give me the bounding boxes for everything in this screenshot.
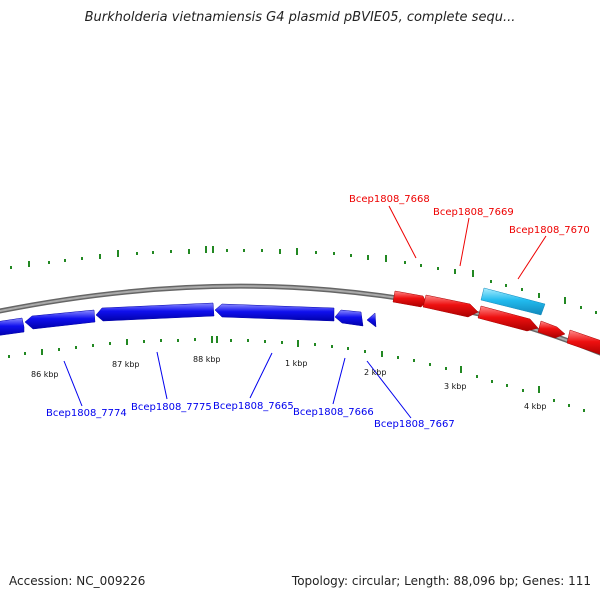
gene-arrow[interactable] bbox=[214, 303, 335, 322]
gene-label[interactable]: Bcep1808_7667 bbox=[374, 419, 455, 430]
gene-label[interactable]: Bcep1808_7666 bbox=[293, 407, 374, 418]
scale-labels: 86 kbp 87 kbp 88 kbp 1 kbp 2 kbp 3 kbp 4… bbox=[31, 355, 546, 411]
map-title: Burkholderia vietnamiensis G4 plasmid pB… bbox=[84, 10, 516, 25]
summary-text: Topology: circular; Length: 88,096 bp; G… bbox=[291, 574, 591, 588]
gene-arrow[interactable] bbox=[422, 294, 479, 318]
reverse-genes bbox=[0, 302, 377, 336]
kbp-label: 86 kbp bbox=[31, 370, 59, 379]
kbp-label: 4 kbp bbox=[524, 402, 546, 411]
gene-label[interactable]: Bcep1808_7665 bbox=[213, 401, 294, 412]
gene-label[interactable]: Bcep1808_7774 bbox=[46, 408, 127, 419]
outer-ticks bbox=[10, 246, 597, 314]
gene-arrow[interactable] bbox=[95, 302, 215, 322]
gene-label[interactable]: Bcep1808_7669 bbox=[433, 207, 514, 218]
kbp-label: 88 kbp bbox=[193, 355, 221, 364]
gene-arrow[interactable] bbox=[477, 305, 539, 332]
reverse-leaders bbox=[63, 351, 412, 419]
kbp-label: 3 kbp bbox=[444, 382, 466, 391]
reverse-labels: Bcep1808_7774 Bcep1808_7775 Bcep1808_766… bbox=[46, 401, 455, 430]
inner-ticks bbox=[8, 336, 585, 412]
accession-text: Accession: NC_009226 bbox=[9, 574, 146, 588]
gene-arrow[interactable] bbox=[0, 317, 25, 336]
gene-label[interactable]: Bcep1808_7668 bbox=[349, 194, 430, 205]
forward-leaders bbox=[388, 205, 547, 280]
gene-arrow[interactable] bbox=[566, 329, 600, 356]
forward-labels: Bcep1808_7668 Bcep1808_7669 Bcep1808_767… bbox=[349, 194, 590, 236]
forward-genes bbox=[392, 287, 600, 356]
gene-arrow[interactable] bbox=[392, 290, 427, 308]
gene-arrow[interactable] bbox=[334, 309, 364, 327]
gene-label[interactable]: Bcep1808_7775 bbox=[131, 402, 212, 413]
gene-arrow[interactable] bbox=[366, 312, 377, 328]
gene-arrow[interactable] bbox=[24, 309, 96, 330]
gene-arrow[interactable] bbox=[537, 320, 566, 339]
gene-arrow-highlight[interactable] bbox=[480, 287, 546, 316]
kbp-label: 87 kbp bbox=[112, 360, 140, 369]
kbp-label: 1 kbp bbox=[285, 359, 307, 368]
kbp-label: 2 kbp bbox=[364, 368, 386, 377]
gene-label[interactable]: Bcep1808_7670 bbox=[509, 225, 590, 236]
